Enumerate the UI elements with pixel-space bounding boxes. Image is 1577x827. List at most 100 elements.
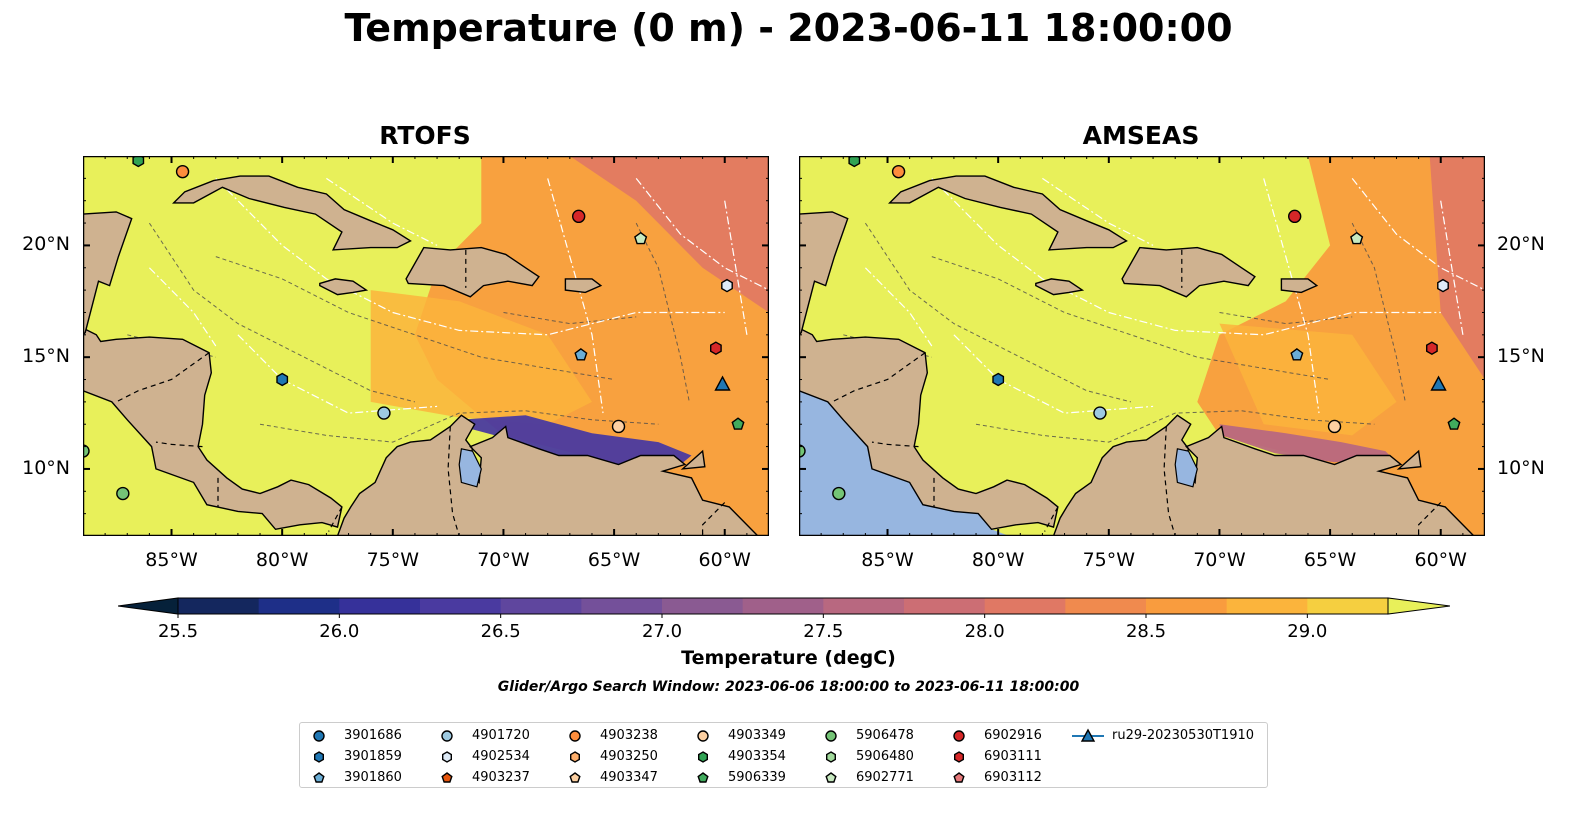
cool-upwelling-region: [459, 415, 692, 465]
marker-5906478[interactable]: [116, 486, 130, 501]
legend-label: 4903347: [600, 770, 658, 785]
legend-label: 6902771: [856, 770, 914, 785]
marker-5906339[interactable]: [731, 417, 745, 430]
bathymetry-contour: [975, 410, 1375, 443]
marker-6902916[interactable]: [571, 209, 586, 224]
lon-tick-label: 80°W: [971, 549, 1025, 571]
marker-6903111[interactable]: [710, 341, 722, 356]
lake: [458, 448, 482, 488]
marker-5906478[interactable]: [83, 444, 90, 458]
warmer-water-region: [569, 156, 769, 313]
colorbar-bin: [1146, 598, 1228, 614]
land: [172, 175, 412, 251]
cool-upwelling-region: [1219, 424, 1390, 463]
legend-marker-icon: [569, 772, 581, 783]
marker-6902771[interactable]: [1350, 231, 1364, 245]
marker-4903354[interactable]: [132, 156, 145, 168]
legend-marker-icon: [953, 772, 965, 783]
colorbar-tick-label: 28.5: [1125, 621, 1167, 642]
legend-label: 3901686: [344, 728, 402, 743]
colorbar-bin: [1307, 598, 1389, 614]
eez-boundary: [215, 177, 725, 336]
marker-4901720[interactable]: [377, 406, 391, 420]
lon-tick-label: 80°W: [255, 549, 309, 571]
lon-tick-label: 60°W: [1414, 549, 1467, 571]
colorbar-bin: [1226, 598, 1308, 614]
colorbar-bin: [420, 598, 502, 614]
marker-6903111[interactable]: [1426, 341, 1438, 356]
marker-5906478[interactable]: [832, 486, 846, 501]
colorbar: [118, 597, 1450, 618]
legend-label: 6902916: [984, 728, 1042, 743]
land: [888, 175, 1128, 251]
map-panel-rtofs[interactable]: [83, 156, 769, 536]
legend-marker-icon: [697, 751, 709, 763]
bathymetry-contour: [148, 222, 416, 403]
eez-boundary: [864, 267, 933, 347]
lat-tick-label: 10°N: [22, 456, 70, 479]
land: [799, 156, 1059, 536]
colorbar-bin: [823, 598, 905, 614]
legend-label: 4903250: [600, 749, 658, 764]
search-window-text: Glider/Argo Search Window: 2023-06-06 18…: [497, 679, 1080, 695]
colorbar-bin: [178, 598, 260, 614]
country-border: [831, 352, 926, 403]
marker-3901860[interactable]: [574, 348, 588, 361]
legend-marker-icon: [825, 751, 837, 763]
land: [336, 414, 759, 536]
mid-basin-water: [370, 290, 592, 425]
country-border: [155, 441, 203, 448]
legend-label: 4903349: [728, 728, 786, 743]
lon-tick-label: 70°W: [477, 549, 530, 571]
bathymetry-contour: [259, 410, 659, 443]
eez-boundary: [148, 267, 217, 347]
lat-tick-label: 15°N: [1497, 345, 1545, 368]
legend-marker-icon: [825, 772, 837, 783]
colorbar-tick-label: 26.0: [319, 621, 360, 642]
legend: 3901686 3901859 3901860 4901720 4902534 49032…: [299, 722, 1268, 788]
marker-4903354[interactable]: [848, 156, 861, 168]
lon-tick-label: 65°W: [587, 549, 641, 571]
marker-4902534[interactable]: [721, 278, 733, 293]
map-frame: [799, 156, 1485, 536]
marker-3901860[interactable]: [1290, 348, 1304, 361]
bathymetry-contour: [1351, 222, 1406, 402]
colorbar-tick-label: 28.0: [964, 621, 1005, 642]
marker-4902534[interactable]: [1437, 278, 1449, 293]
map-frame: [83, 156, 769, 536]
country-border: [871, 441, 919, 448]
marker-ru29-20230530T1910[interactable]: [1430, 375, 1447, 391]
bathymetry-contour: [503, 312, 637, 325]
legend-marker-icon: [441, 772, 453, 783]
marker-4903238[interactable]: [175, 164, 190, 179]
marker-4903349[interactable]: [611, 419, 626, 434]
eez-boundary: [1042, 177, 1154, 246]
marker-4901720[interactable]: [1093, 406, 1107, 420]
bathymetry-contour: [931, 256, 1331, 380]
marker-ru29-20230530T1910[interactable]: [714, 375, 731, 391]
colorbar-tick-label: 27.5: [803, 621, 844, 642]
land: [680, 449, 706, 470]
colorbar-tick-label: 27.0: [641, 621, 683, 642]
panel-title-rtofs: RTOFS: [379, 121, 471, 150]
bathymetry-contour: [635, 222, 690, 402]
marker-5906478[interactable]: [799, 444, 806, 458]
legend-marker-icon: [569, 730, 581, 742]
land: [319, 278, 369, 296]
colorbar-bin: [742, 598, 824, 614]
colorbar-bin: [984, 598, 1066, 614]
eez-boundary: [724, 200, 748, 335]
marker-6902771[interactable]: [634, 231, 648, 245]
marker-5906339[interactable]: [1447, 417, 1461, 430]
marker-4903238[interactable]: [891, 164, 906, 179]
marker-6902916[interactable]: [1287, 209, 1302, 224]
legend-label: 4903238: [600, 728, 658, 743]
colorbar-extend-low: [118, 597, 179, 615]
marker-4903349[interactable]: [1327, 419, 1342, 434]
legend-marker-icon: [697, 730, 709, 742]
legend-label: 4903237: [472, 770, 530, 785]
map-panel-amseas[interactable]: [799, 156, 1485, 536]
country-border: [1163, 426, 1176, 536]
marker-3901859[interactable]: [276, 372, 289, 387]
marker-3901859[interactable]: [992, 372, 1005, 387]
